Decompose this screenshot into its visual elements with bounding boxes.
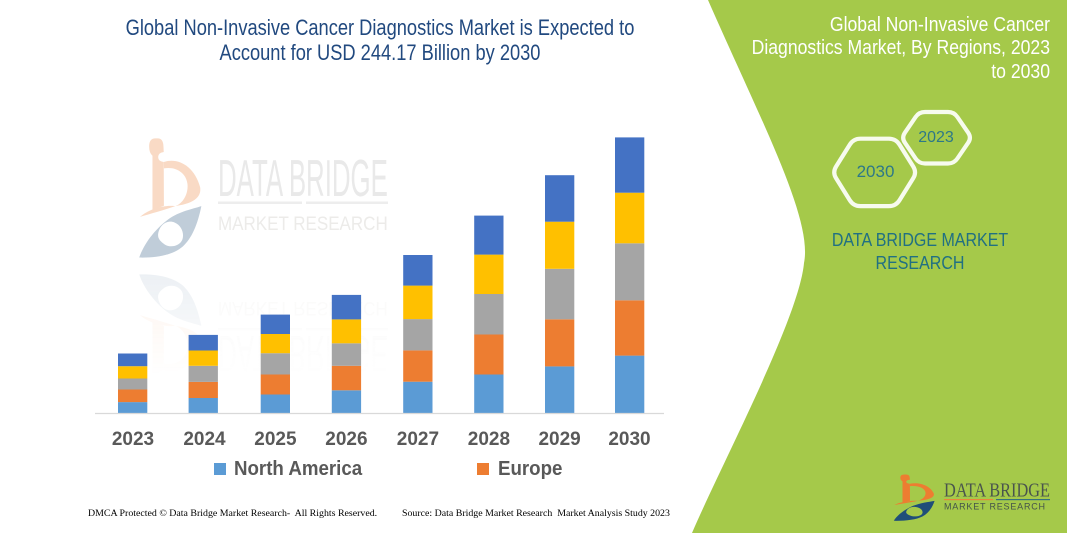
svg-text:MARKET RESEARCH: MARKET RESEARCH (218, 213, 388, 234)
svg-text:DATA BRIDGE: DATA BRIDGE (218, 149, 388, 207)
svg-text:MARKET RESEARCH: MARKET RESEARCH (944, 502, 1046, 512)
svg-text:DATA BRIDGE: DATA BRIDGE (944, 479, 1050, 501)
